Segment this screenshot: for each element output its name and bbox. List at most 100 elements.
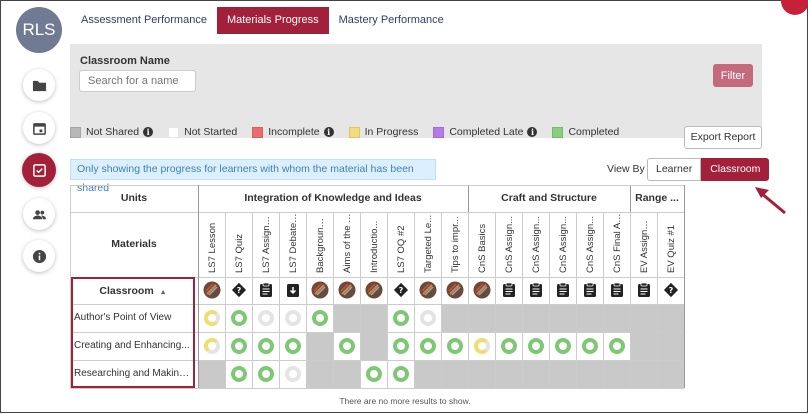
progress-cell[interactable] [549, 332, 576, 360]
folder-button[interactable] [23, 69, 55, 101]
tab-mastery-performance[interactable]: Mastery Performance [338, 14, 444, 26]
progress-cell [333, 304, 360, 332]
material-label: CnS Assign... [504, 215, 515, 273]
material-column-header[interactable]: Introductio... [360, 212, 387, 277]
avatar[interactable]: RLS [16, 7, 62, 53]
progress-cell[interactable] [495, 332, 522, 360]
classroom-row-label[interactable]: Creating and Enhancing... [74, 340, 190, 351]
material-column-header[interactable]: LS7 Lesson [198, 212, 225, 277]
progress-cell[interactable] [225, 304, 252, 332]
progress-cell[interactable] [306, 304, 333, 332]
info-icon[interactable]: i [323, 127, 334, 137]
progress-cell[interactable] [279, 304, 306, 332]
material-column-header[interactable]: Background ... [306, 212, 333, 277]
classroom-search-input[interactable] [79, 70, 196, 92]
progress-cell[interactable] [279, 360, 306, 388]
groups-button[interactable] [23, 198, 55, 230]
progress-cell[interactable] [198, 304, 225, 332]
progress-cell [441, 360, 468, 388]
material-label: EV Quiz #1 [666, 224, 677, 273]
tab-assessment-performance[interactable]: Assessment Performance [81, 14, 207, 26]
progress-cell [576, 360, 603, 388]
progress-cell [657, 332, 684, 360]
classroom-sort-header[interactable]: Classroom ▲ [71, 277, 195, 304]
progress-cell[interactable] [603, 332, 630, 360]
legend-swatch [552, 126, 564, 138]
material-column-header[interactable]: EV Quiz #1 [657, 212, 684, 277]
progress-cell[interactable] [441, 332, 468, 360]
material-column-header[interactable]: CnS Assign... [495, 212, 522, 277]
info-icon[interactable]: i [143, 127, 154, 137]
progress-ring-icon [257, 338, 274, 354]
grid-line [70, 304, 684, 305]
svg-text:?: ? [236, 286, 241, 295]
calendar-button[interactable] [23, 112, 55, 144]
view-by-classroom-button[interactable]: Classroom [701, 158, 770, 181]
material-label: CnS Assign... [531, 215, 542, 273]
material-column-header[interactable]: LS7 Quiz [225, 212, 252, 277]
tab-materials-progress[interactable]: Materials Progress [216, 7, 329, 34]
progress-ring-icon [554, 338, 571, 354]
progress-cell[interactable] [522, 332, 549, 360]
export-report-button[interactable]: Export Report [684, 126, 762, 149]
unit-group-header: Range ... [635, 192, 679, 204]
classroom-row-label[interactable]: Researching and Making... [74, 368, 192, 379]
progress-cell[interactable] [252, 360, 279, 388]
progress-cell [360, 332, 387, 360]
lesson-icon [198, 277, 225, 303]
material-column-header[interactable]: Tips to impr... [441, 212, 468, 277]
progress-cell[interactable] [414, 304, 441, 332]
material-column-header[interactable]: LS7 OQ #2 [387, 212, 414, 277]
progress-cell[interactable] [333, 332, 360, 360]
material-column-header[interactable]: EV Assignme... [630, 212, 657, 277]
progress-cell[interactable] [279, 332, 306, 360]
material-column-header[interactable]: Targeted Le... [414, 212, 441, 277]
legend-item: Completed [552, 126, 619, 138]
progress-cell[interactable] [252, 332, 279, 360]
classroom-row-label[interactable]: Author's Point of View [74, 312, 172, 323]
progress-ring-icon [392, 310, 409, 326]
info-button[interactable] [23, 240, 55, 272]
unit-group-header: Craft and Structure [501, 192, 597, 204]
progress-cell [522, 304, 549, 332]
notification-dot[interactable] [781, 0, 808, 15]
progress-cell[interactable] [387, 360, 414, 388]
grid-line [495, 212, 496, 388]
progress-cell[interactable] [198, 332, 225, 360]
material-column-header[interactable]: LS7 Assignm... [252, 212, 279, 277]
material-column-header[interactable]: CnS Assign... [576, 212, 603, 277]
progress-cell [495, 360, 522, 388]
grid-line [70, 332, 684, 333]
quiz-icon: ? [225, 277, 252, 303]
lesson-icon [360, 277, 387, 303]
progress-cell[interactable] [387, 304, 414, 332]
progress-cell [549, 304, 576, 332]
material-column-header[interactable]: Aims of the I... [333, 212, 360, 277]
progress-cell[interactable] [252, 304, 279, 332]
view-by-toggle: Learner Classroom [647, 158, 770, 181]
progress-cell[interactable] [360, 360, 387, 388]
progress-cell[interactable] [414, 332, 441, 360]
progress-cell[interactable] [387, 332, 414, 360]
filter-button[interactable]: Filter [713, 64, 753, 87]
assignment-icon [522, 277, 549, 303]
progress-cell[interactable] [225, 332, 252, 360]
progress-cell[interactable] [576, 332, 603, 360]
sort-caret-icon: ▲ [159, 289, 167, 296]
progress-cell[interactable] [468, 332, 495, 360]
material-column-header[interactable]: CnS Assign... [522, 212, 549, 277]
material-column-header[interactable]: CnS Assign... [549, 212, 576, 277]
progress-button[interactable] [22, 153, 56, 187]
assignment-icon [495, 277, 522, 303]
info-icon[interactable]: i [527, 127, 538, 137]
material-label: Targeted Le... [423, 214, 434, 273]
progress-cell[interactable] [225, 360, 252, 388]
material-column-header[interactable]: LS7 Debate ... [279, 212, 306, 277]
material-column-header[interactable]: CnS Basics [468, 212, 495, 277]
progress-cell [198, 360, 225, 388]
assignment-icon [549, 277, 576, 303]
material-column-header[interactable]: CnS Final As... [603, 212, 630, 277]
materials-progress-grid: Units Materials Classroom ▲ Integration o… [70, 185, 698, 389]
view-by-learner-button[interactable]: Learner [647, 158, 702, 181]
grid-line [603, 212, 604, 388]
